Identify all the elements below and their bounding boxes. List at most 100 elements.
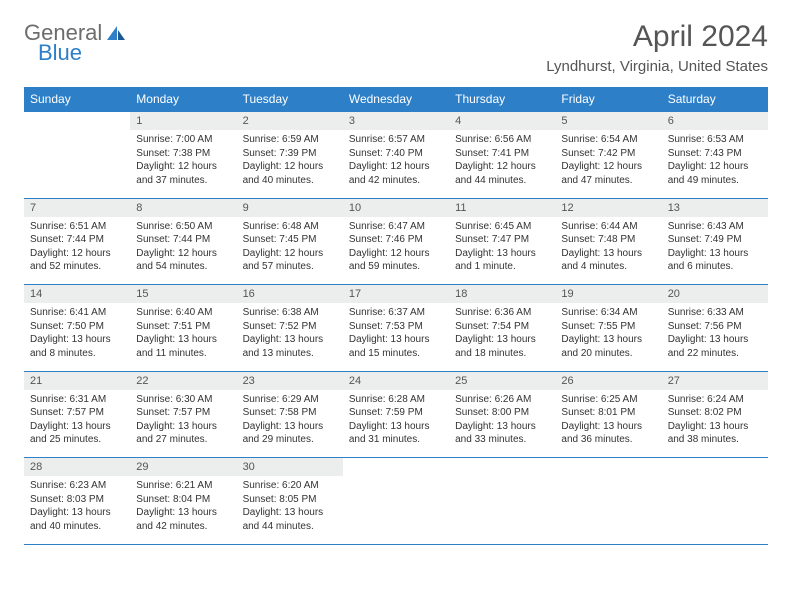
day-number-cell: 13 [662,198,768,217]
day-number-cell: 28 [24,458,130,477]
sunset-text: Sunset: 8:05 PM [243,493,337,507]
day-number-cell: 1 [130,112,236,131]
daylight-text: Daylight: 13 hours and 22 minutes. [668,333,762,360]
day-content-cell: Sunrise: 6:37 AMSunset: 7:53 PMDaylight:… [343,303,449,371]
day-content-row: Sunrise: 6:23 AMSunset: 8:03 PMDaylight:… [24,476,768,544]
weekday-header: Friday [555,87,661,112]
day-content-cell: Sunrise: 6:44 AMSunset: 7:48 PMDaylight:… [555,217,661,285]
day-number-cell: 18 [449,285,555,304]
daylight-text: Daylight: 13 hours and 27 minutes. [136,420,230,447]
sunset-text: Sunset: 7:47 PM [455,233,549,247]
day-number-cell: 9 [237,198,343,217]
day-content-cell: Sunrise: 6:56 AMSunset: 7:41 PMDaylight:… [449,130,555,198]
day-content-cell [449,476,555,544]
day-number-cell: 21 [24,371,130,390]
month-title: April 2024 [546,20,768,54]
sunrise-text: Sunrise: 6:41 AM [30,306,124,320]
daylight-text: Daylight: 12 hours and 49 minutes. [668,160,762,187]
day-content-cell: Sunrise: 6:53 AMSunset: 7:43 PMDaylight:… [662,130,768,198]
sunset-text: Sunset: 7:49 PM [668,233,762,247]
day-content-cell: Sunrise: 6:25 AMSunset: 8:01 PMDaylight:… [555,390,661,458]
day-number-cell: 29 [130,458,236,477]
day-number-cell: 25 [449,371,555,390]
day-number-cell [24,112,130,131]
sunrise-text: Sunrise: 6:30 AM [136,393,230,407]
day-number-cell: 6 [662,112,768,131]
day-number-row: 21222324252627 [24,371,768,390]
daylight-text: Daylight: 13 hours and 6 minutes. [668,247,762,274]
sunset-text: Sunset: 7:41 PM [455,147,549,161]
daylight-text: Daylight: 13 hours and 36 minutes. [561,420,655,447]
day-content-cell: Sunrise: 6:34 AMSunset: 7:55 PMDaylight:… [555,303,661,371]
sunrise-text: Sunrise: 6:29 AM [243,393,337,407]
sunrise-text: Sunrise: 6:26 AM [455,393,549,407]
sunrise-text: Sunrise: 6:34 AM [561,306,655,320]
sunset-text: Sunset: 7:46 PM [349,233,443,247]
day-number-cell: 24 [343,371,449,390]
day-number-cell: 30 [237,458,343,477]
sunrise-text: Sunrise: 6:47 AM [349,220,443,234]
day-number-cell: 14 [24,285,130,304]
weekday-header: Sunday [24,87,130,112]
sunrise-text: Sunrise: 6:43 AM [668,220,762,234]
sail-icon [105,24,127,42]
daylight-text: Daylight: 12 hours and 37 minutes. [136,160,230,187]
day-number-cell: 22 [130,371,236,390]
day-content-cell: Sunrise: 6:31 AMSunset: 7:57 PMDaylight:… [24,390,130,458]
day-number-cell: 8 [130,198,236,217]
sunrise-text: Sunrise: 6:28 AM [349,393,443,407]
daylight-text: Daylight: 13 hours and 31 minutes. [349,420,443,447]
location-text: Lyndhurst, Virginia, United States [546,58,768,75]
day-content-cell: Sunrise: 6:23 AMSunset: 8:03 PMDaylight:… [24,476,130,544]
sunrise-text: Sunrise: 6:25 AM [561,393,655,407]
daylight-text: Daylight: 13 hours and 42 minutes. [136,506,230,533]
day-content-cell: Sunrise: 6:24 AMSunset: 8:02 PMDaylight:… [662,390,768,458]
sunrise-text: Sunrise: 6:23 AM [30,479,124,493]
day-content-cell: Sunrise: 6:43 AMSunset: 7:49 PMDaylight:… [662,217,768,285]
sunset-text: Sunset: 7:51 PM [136,320,230,334]
sunrise-text: Sunrise: 6:21 AM [136,479,230,493]
sunrise-text: Sunrise: 6:40 AM [136,306,230,320]
day-number-cell [343,458,449,477]
daylight-text: Daylight: 13 hours and 8 minutes. [30,333,124,360]
daylight-text: Daylight: 13 hours and 38 minutes. [668,420,762,447]
page-header: GeneralBlue April 2024 Lyndhurst, Virgin… [24,20,768,75]
daylight-text: Daylight: 13 hours and 15 minutes. [349,333,443,360]
sunrise-text: Sunrise: 6:56 AM [455,133,549,147]
sunrise-text: Sunrise: 6:36 AM [455,306,549,320]
day-number-cell: 5 [555,112,661,131]
daylight-text: Daylight: 13 hours and 20 minutes. [561,333,655,360]
day-content-cell: Sunrise: 6:26 AMSunset: 8:00 PMDaylight:… [449,390,555,458]
day-number-cell: 10 [343,198,449,217]
day-number-cell: 15 [130,285,236,304]
day-content-cell: Sunrise: 6:20 AMSunset: 8:05 PMDaylight:… [237,476,343,544]
sunset-text: Sunset: 7:39 PM [243,147,337,161]
sunset-text: Sunset: 7:44 PM [136,233,230,247]
day-number-cell: 16 [237,285,343,304]
day-content-cell: Sunrise: 6:30 AMSunset: 7:57 PMDaylight:… [130,390,236,458]
sunrise-text: Sunrise: 6:48 AM [243,220,337,234]
day-number-row: 282930 [24,458,768,477]
brand-logo: GeneralBlue [24,20,127,66]
daylight-text: Daylight: 13 hours and 18 minutes. [455,333,549,360]
day-content-cell: Sunrise: 6:41 AMSunset: 7:50 PMDaylight:… [24,303,130,371]
sunset-text: Sunset: 7:58 PM [243,406,337,420]
daylight-text: Daylight: 13 hours and 1 minute. [455,247,549,274]
daylight-text: Daylight: 12 hours and 40 minutes. [243,160,337,187]
day-number-cell: 19 [555,285,661,304]
day-content-cell: Sunrise: 6:54 AMSunset: 7:42 PMDaylight:… [555,130,661,198]
day-content-cell: Sunrise: 6:21 AMSunset: 8:04 PMDaylight:… [130,476,236,544]
daylight-text: Daylight: 13 hours and 11 minutes. [136,333,230,360]
sunset-text: Sunset: 7:57 PM [30,406,124,420]
sunset-text: Sunset: 7:50 PM [30,320,124,334]
daylight-text: Daylight: 13 hours and 44 minutes. [243,506,337,533]
sunrise-text: Sunrise: 6:59 AM [243,133,337,147]
sunset-text: Sunset: 7:54 PM [455,320,549,334]
day-content-cell: Sunrise: 6:28 AMSunset: 7:59 PMDaylight:… [343,390,449,458]
sunrise-text: Sunrise: 6:50 AM [136,220,230,234]
sunset-text: Sunset: 7:53 PM [349,320,443,334]
sunrise-text: Sunrise: 6:37 AM [349,306,443,320]
sunset-text: Sunset: 8:01 PM [561,406,655,420]
day-content-row: Sunrise: 6:41 AMSunset: 7:50 PMDaylight:… [24,303,768,371]
sunrise-text: Sunrise: 6:33 AM [668,306,762,320]
